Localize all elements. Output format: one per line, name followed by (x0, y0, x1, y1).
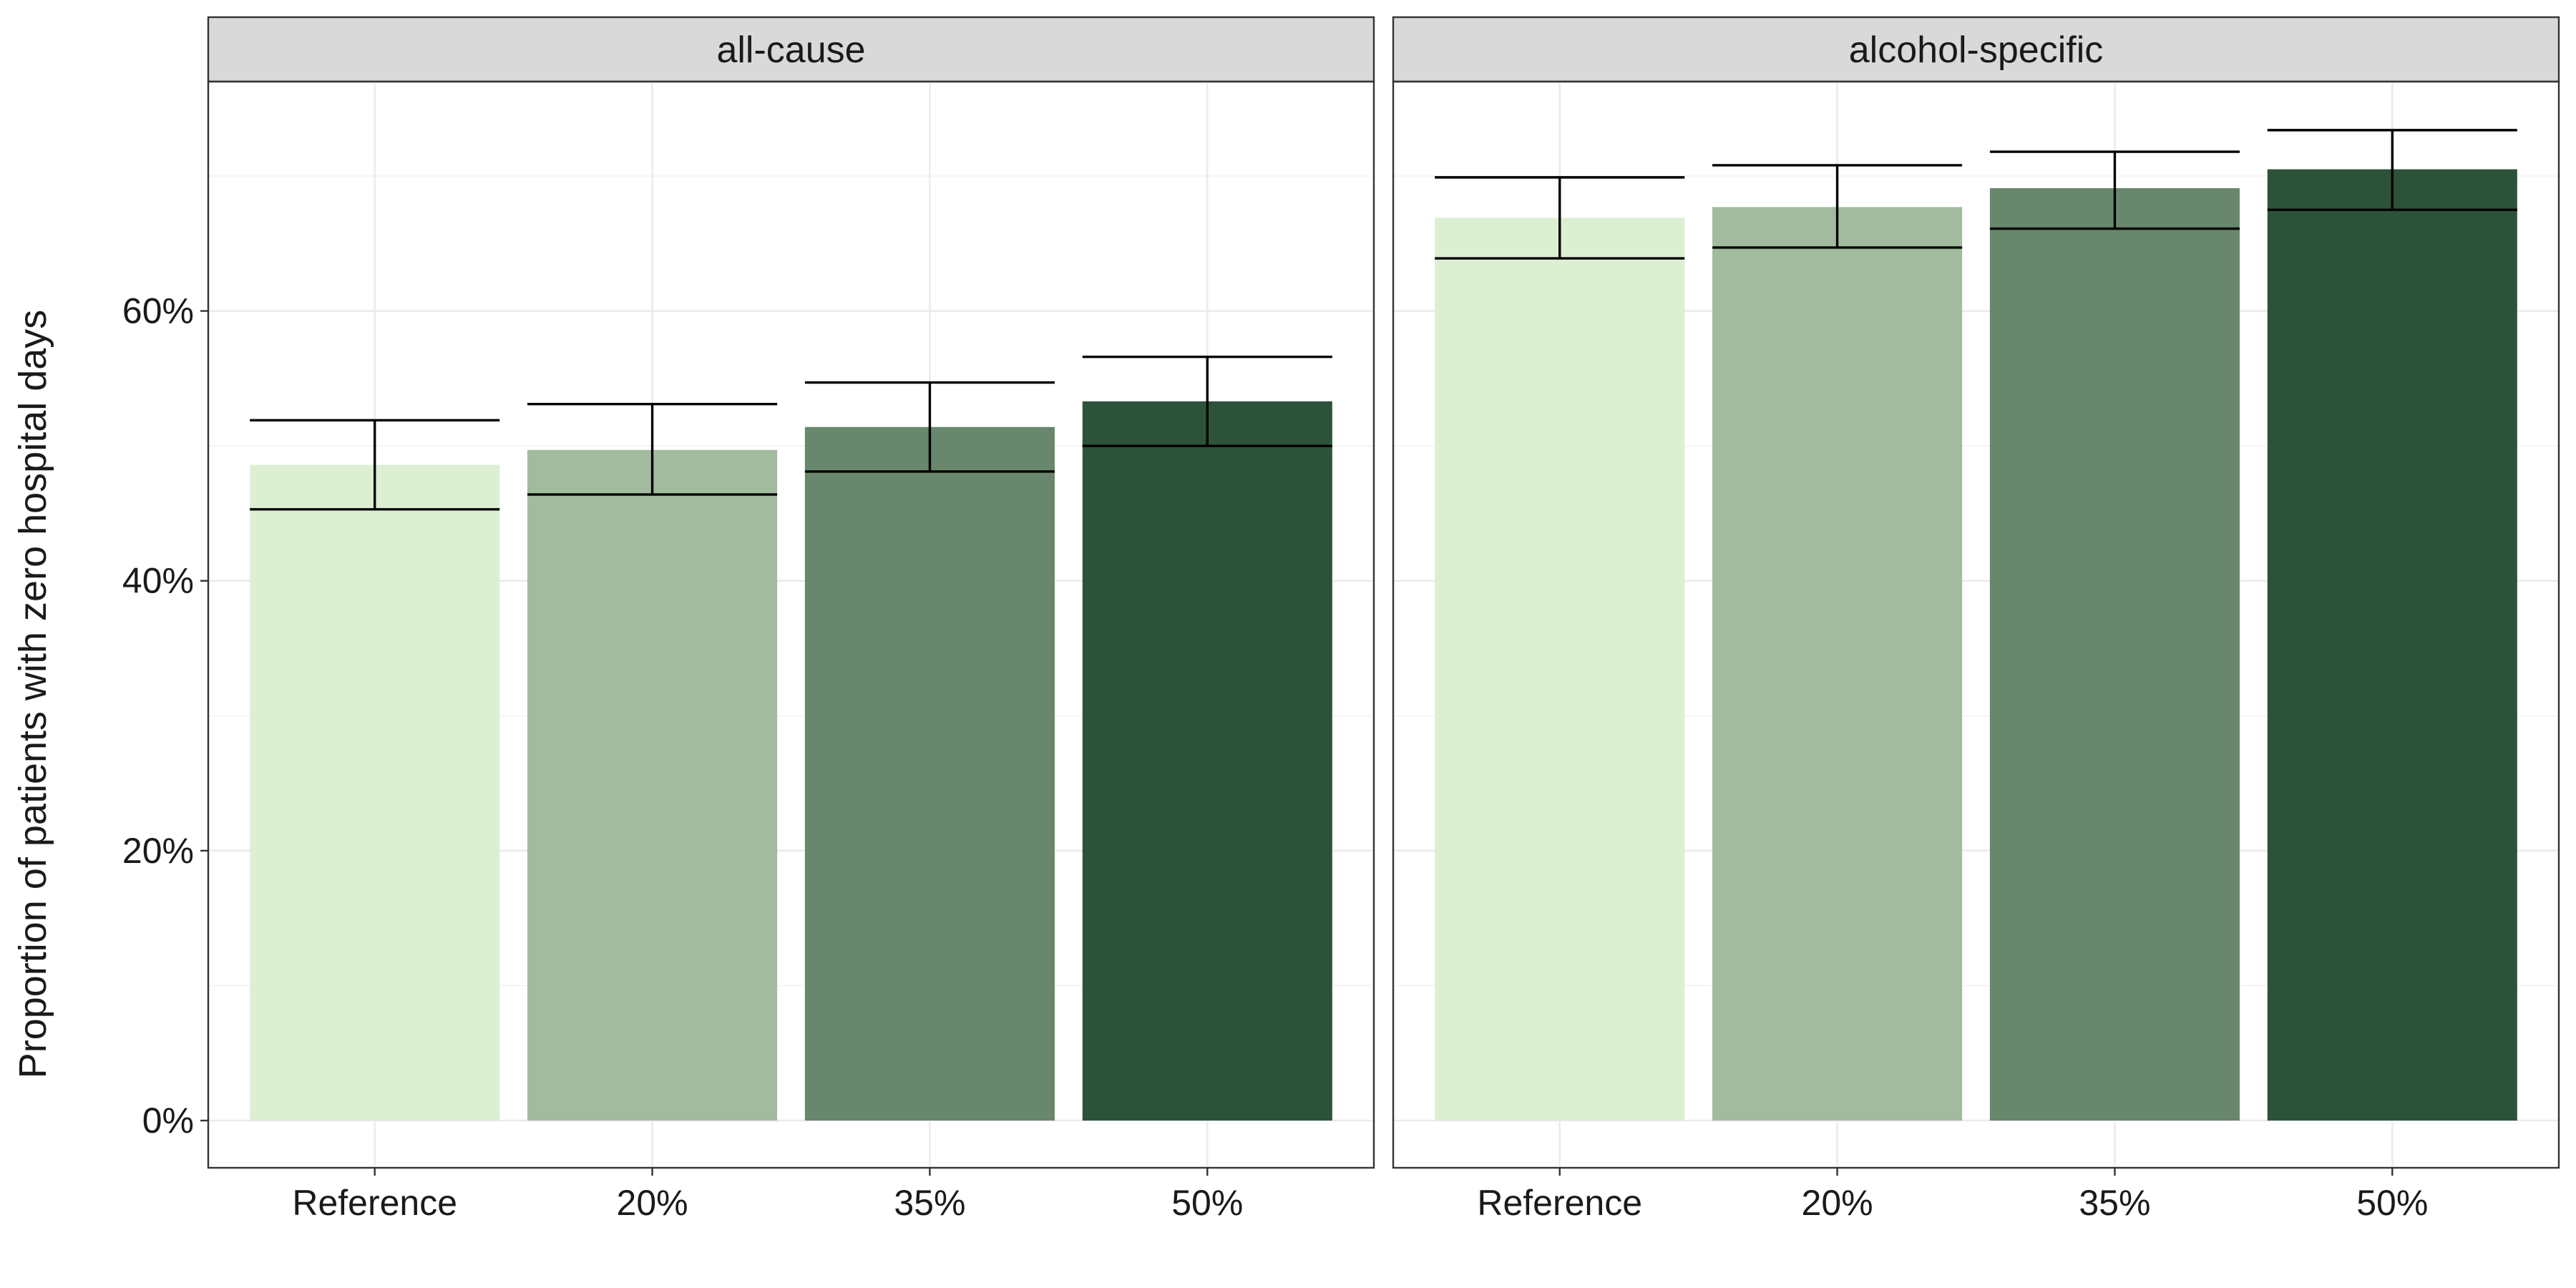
x-tick-label: 50% (2356, 1183, 2428, 1223)
facet-strip-label: all-cause (716, 29, 865, 71)
bar-0 (1435, 218, 1685, 1121)
bar-3 (1082, 401, 1332, 1121)
bar-2 (1989, 187, 2240, 1121)
facet-strip (207, 16, 1375, 83)
facet-panel-0: all-cause Reference 20% 35% 50% 0% 20% 40% 60% (122, 16, 1375, 1223)
y-tick-label: 40% (122, 561, 194, 601)
x-tick-label: 50% (1171, 1183, 1243, 1223)
x-tick-label: Reference (292, 1183, 457, 1223)
y-axis-title: Proportion of patients with zero hospita… (11, 310, 54, 1079)
y-tick-label: 0% (142, 1101, 194, 1141)
bar-1 (527, 449, 778, 1121)
panel-border (1392, 80, 2560, 1169)
x-tick-label: 20% (1802, 1183, 1873, 1223)
panel-border (207, 80, 1375, 1169)
x-tick-label: 20% (617, 1183, 688, 1223)
x-tick-label: 35% (2079, 1183, 2150, 1223)
bar-0 (250, 464, 500, 1121)
x-tick-label: Reference (1477, 1183, 1642, 1223)
bar-1 (1712, 207, 1963, 1121)
facet-panel-1: alcohol-specific Reference 20% 35% 50% (1392, 16, 2560, 1223)
bar-3 (2267, 169, 2517, 1121)
y-tick-label: 60% (122, 291, 194, 331)
x-tick-label: 35% (894, 1183, 965, 1223)
y-tick-label: 20% (122, 831, 194, 871)
bar-2 (804, 426, 1055, 1121)
facet-strip (1392, 16, 2560, 83)
facet-strip-label: alcohol-specific (1849, 29, 2104, 71)
